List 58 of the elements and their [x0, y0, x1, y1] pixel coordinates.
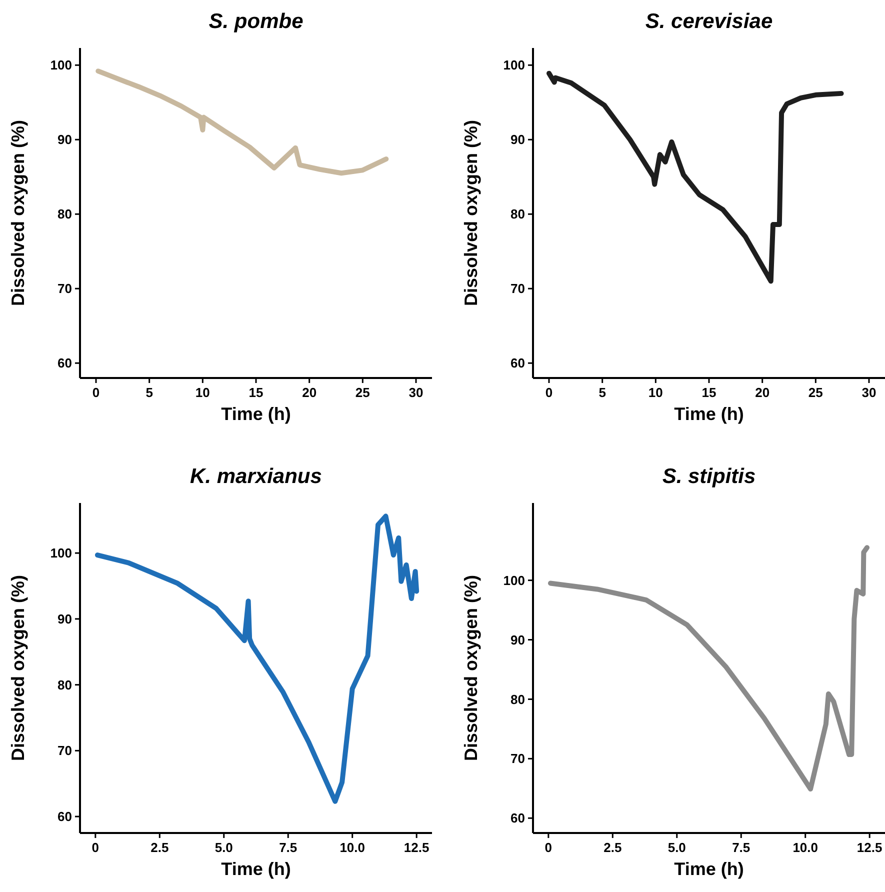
y-tick-label: 70	[510, 281, 525, 296]
x-tick-label: 2.5	[150, 840, 169, 855]
y-tick-label: 80	[58, 206, 72, 222]
chart-title: K. marxianus	[190, 465, 322, 488]
x-tick-label: 25	[808, 385, 823, 400]
y-tick-label: 80	[510, 206, 525, 222]
x-tick-label: 10.0	[792, 840, 818, 855]
x-tick-label: 10.0	[340, 840, 366, 855]
x-tick-label: 10	[648, 385, 663, 400]
x-tick-label: 0	[92, 385, 100, 400]
chart-title: S. stipitis	[662, 465, 756, 488]
x-tick-label: 20	[755, 385, 770, 400]
y-tick-label: 60	[510, 356, 525, 371]
x-tick-label: 12.5	[404, 840, 430, 855]
x-axis-title: Time (h)	[221, 404, 291, 424]
x-tick-label: 5	[598, 385, 606, 400]
x-tick-label: 2.5	[604, 840, 622, 855]
y-tick-label: 90	[510, 632, 525, 648]
x-tick-label: 5	[146, 385, 153, 400]
chart-title: S. pombe	[208, 10, 304, 33]
y-tick-label: 100	[50, 58, 72, 73]
y-tick-label: 100	[503, 572, 525, 588]
x-tick-label: 5.0	[668, 840, 686, 855]
x-tick-label: 15	[702, 385, 716, 400]
x-tick-label: 15	[248, 385, 264, 400]
y-axis-title: Dissolved oxygen (%)	[8, 574, 28, 762]
y-tick-label: 80	[58, 677, 72, 692]
y-tick-label: 90	[510, 132, 525, 148]
y-tick-label: 60	[58, 356, 72, 371]
y-tick-label: 90	[58, 611, 72, 626]
chart-title: S. cerevisiae	[645, 10, 773, 33]
x-tick-label: 12.5	[856, 840, 882, 855]
x-tick-label: 25	[355, 385, 370, 400]
x-tick-label: 5.0	[214, 840, 233, 855]
y-tick-label: 100	[50, 546, 72, 561]
x-tick-label: 10	[195, 385, 210, 400]
y-axis-title: Dissolved oxygen (%)	[461, 574, 481, 762]
x-tick-label: 0	[92, 840, 100, 855]
y-tick-label: 70	[58, 281, 72, 296]
y-axis-title: Dissolved oxygen (%)	[461, 120, 481, 306]
y-axis-title: Dissolved oxygen (%)	[8, 120, 28, 306]
x-axis-title: Time (h)	[674, 404, 744, 424]
x-tick-label: 30	[408, 385, 424, 400]
y-tick-label: 60	[510, 810, 525, 826]
x-tick-label: 7.5	[279, 840, 298, 855]
x-axis-title: Time (h)	[674, 859, 744, 879]
y-tick-label: 100	[503, 58, 525, 73]
y-tick-label: 90	[58, 132, 72, 148]
x-tick-label: 0	[544, 840, 552, 855]
y-tick-label: 70	[510, 751, 525, 766]
x-tick-label: 20	[302, 385, 317, 400]
x-axis-title: Time (h)	[221, 859, 291, 879]
y-tick-label: 80	[510, 692, 525, 707]
x-tick-label: 0	[545, 385, 553, 400]
y-tick-label: 60	[58, 809, 72, 824]
x-tick-label: 7.5	[732, 840, 750, 855]
y-tick-label: 70	[58, 743, 72, 758]
x-tick-label: 30	[862, 385, 876, 400]
